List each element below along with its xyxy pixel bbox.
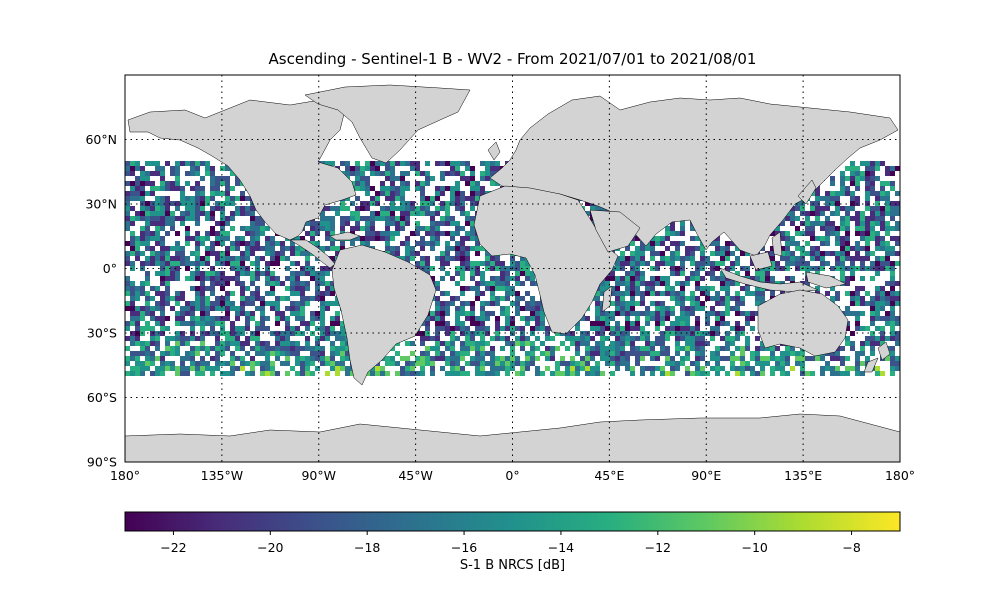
colorbar-tick-label: −8 — [842, 540, 860, 555]
map-frame — [124, 74, 901, 463]
lon-tick-label: 90°E — [691, 468, 721, 483]
lat-tick-label: 60°N — [85, 132, 117, 147]
map-area — [125, 75, 900, 462]
gridlines — [125, 75, 900, 462]
lon-tick-label: 90°W — [301, 468, 336, 483]
lon-tick-label: 45°E — [594, 468, 624, 483]
land-arabia — [589, 209, 641, 253]
colorbar-tick-label: −18 — [354, 540, 380, 555]
colorbar-tick-label: −10 — [741, 540, 767, 555]
lon-tick-label: 180° — [110, 468, 140, 483]
lon-tick-labels: 180° 135°W 90°W 45°W 0° 45°E 90°E 135°E 180° — [110, 468, 915, 483]
land-caribbean — [329, 231, 361, 241]
land-new-guinea — [805, 271, 847, 289]
land-new-zealand — [877, 341, 891, 361]
colorbar-tick-label: −16 — [451, 540, 477, 555]
lon-tick-label: 135°E — [784, 468, 822, 483]
land-japan — [797, 179, 817, 205]
land-greenland — [304, 84, 471, 164]
lat-tick-label: 30°S — [87, 326, 117, 341]
lon-tick-label: 0° — [505, 468, 519, 483]
lat-tick-label: 30°N — [85, 197, 117, 212]
lon-tick-label: 180° — [885, 468, 915, 483]
land-indonesia — [719, 267, 819, 293]
land-africa — [473, 185, 619, 335]
lat-tick-label: 90°S — [87, 455, 117, 470]
lon-tick-label: 45°W — [398, 468, 433, 483]
land-borneo — [749, 251, 773, 271]
colorbar-tick-label: −22 — [160, 540, 186, 555]
colorbar: −22 −20 −18 −16 −14 −12 −10 −8 — [124, 511, 901, 555]
colorbar-gradient — [124, 511, 901, 532]
lat-tick-labels: 60°N 30°N 0° 30°S 60°S 90°S — [85, 132, 117, 470]
land-south-america — [331, 244, 437, 386]
colorbar-tick-label: −12 — [645, 540, 671, 555]
colorbar-tick-label: −20 — [257, 540, 283, 555]
land-britain — [487, 141, 501, 161]
lon-tick-label: 135°W — [201, 468, 243, 483]
land-madagascar — [601, 285, 613, 313]
colorbar-ticks: −22 −20 −18 −16 −14 −12 −10 −8 — [160, 531, 861, 555]
lat-tick-label: 60°S — [87, 390, 117, 405]
land-north-america — [127, 99, 357, 241]
land-new-zealand-south — [863, 357, 879, 373]
lat-tick-label: 0° — [103, 261, 117, 276]
land-philippines — [771, 231, 783, 257]
colorbar-label: S-1 B NRCS [dB] — [459, 558, 566, 573]
colorbar-tick-label: −14 — [548, 540, 574, 555]
map-title: Ascending - Sentinel-1 B - WV2 - From 20… — [268, 50, 757, 68]
land-central-america — [289, 239, 336, 269]
